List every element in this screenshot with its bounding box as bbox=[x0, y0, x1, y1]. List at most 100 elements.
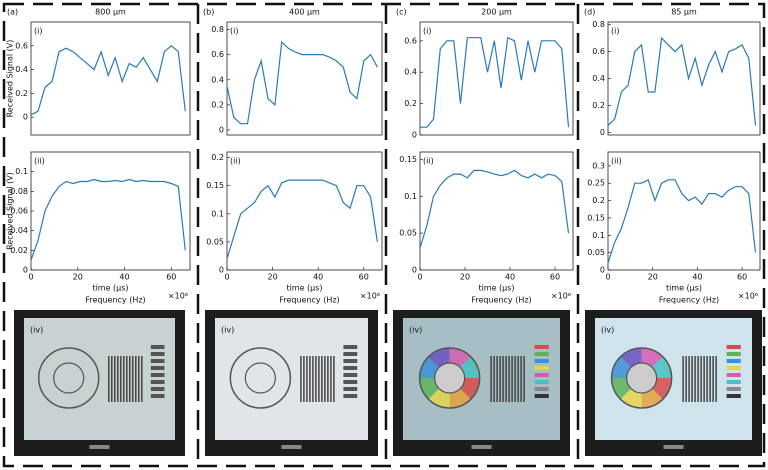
test-bar bbox=[697, 356, 699, 402]
test-bar bbox=[523, 356, 525, 402]
y-tick-label: 0 bbox=[600, 266, 605, 275]
test-stripe bbox=[534, 387, 549, 391]
test-stripe bbox=[343, 345, 358, 349]
y-tick-label: 0.4 bbox=[592, 74, 605, 83]
monitor-screen bbox=[24, 318, 175, 440]
test-bar bbox=[514, 356, 516, 402]
test-stripe bbox=[150, 366, 165, 370]
monitor-stand bbox=[89, 445, 110, 449]
test-bar bbox=[709, 356, 711, 402]
test-circle bbox=[610, 347, 673, 409]
x-tick-label: 40 bbox=[505, 273, 515, 282]
test-stripe bbox=[343, 387, 358, 391]
y-tick-label: 0 bbox=[600, 128, 605, 137]
test-bar bbox=[306, 356, 308, 402]
y-tick-label: 0.25 bbox=[587, 179, 605, 188]
freq-exponent: ×10⁶ bbox=[551, 292, 571, 301]
test-bar bbox=[309, 356, 311, 402]
test-stripe bbox=[343, 380, 358, 384]
x-tick-label: 20 bbox=[73, 273, 83, 282]
plot-frame bbox=[607, 21, 761, 136]
y-tick-label: 0.2 bbox=[404, 99, 417, 108]
test-bar bbox=[502, 356, 504, 402]
test-bar bbox=[499, 356, 501, 402]
y-tick-label: 0.4 bbox=[211, 75, 224, 84]
signal-line bbox=[30, 178, 186, 261]
x-tick-label: 60 bbox=[166, 273, 176, 282]
plot-frame bbox=[419, 21, 574, 136]
test-stripe bbox=[534, 373, 549, 377]
photo-label: (iv) bbox=[601, 326, 614, 335]
y-tick-label: 0.8 bbox=[592, 20, 605, 29]
test-bar bbox=[321, 356, 323, 402]
panel-label: (b) bbox=[203, 8, 214, 17]
test-bar bbox=[108, 356, 110, 402]
y-tick-label: 0.4 bbox=[404, 68, 417, 77]
test-bar bbox=[138, 356, 140, 402]
test-stripe bbox=[150, 380, 165, 384]
test-bar bbox=[129, 356, 131, 402]
test-stripe bbox=[343, 373, 358, 377]
x-tick-label: 0 bbox=[224, 273, 229, 282]
x-tick-label: 60 bbox=[737, 273, 747, 282]
x-tick-label: 0 bbox=[417, 273, 422, 282]
photo-label: (iv) bbox=[221, 326, 234, 335]
plot-frame bbox=[30, 21, 191, 136]
test-stripe bbox=[343, 394, 358, 398]
test-bar bbox=[126, 356, 128, 402]
x-axis-label: time (µs) bbox=[478, 284, 514, 293]
panel-label: (d) bbox=[584, 8, 595, 17]
y-tick-label: 0 bbox=[219, 266, 224, 275]
test-bar bbox=[688, 356, 690, 402]
y-tick-label: 0.06 bbox=[10, 207, 28, 216]
y-tick-label: 0.2 bbox=[211, 100, 224, 109]
x-tick-label: 40 bbox=[313, 273, 323, 282]
test-bar bbox=[496, 356, 498, 402]
monitor-stand bbox=[281, 445, 302, 449]
freq-label: Frequency (Hz) bbox=[659, 296, 719, 305]
x-tick-label: 20 bbox=[267, 273, 277, 282]
test-stripe bbox=[534, 394, 549, 398]
test-bar bbox=[330, 356, 332, 402]
y-tick-label: 0.05 bbox=[399, 229, 417, 238]
test-stripe bbox=[726, 345, 741, 349]
test-bar bbox=[517, 356, 519, 402]
monitor-stand bbox=[471, 445, 492, 449]
plot-frame bbox=[607, 151, 761, 271]
test-bar bbox=[333, 356, 335, 402]
y-tick-label: 0.04 bbox=[10, 226, 28, 235]
test-bar bbox=[318, 356, 320, 402]
y-axis-label: Received Signal (V) bbox=[6, 172, 15, 250]
x-axis-label: time (µs) bbox=[666, 284, 702, 293]
x-tick-label: 60 bbox=[359, 273, 369, 282]
test-stripe bbox=[150, 359, 165, 363]
x-axis-label: time (µs) bbox=[92, 284, 128, 293]
test-bar bbox=[706, 356, 708, 402]
test-stripe bbox=[726, 380, 741, 384]
test-bar bbox=[114, 356, 116, 402]
y-tick-label: 0.6 bbox=[404, 36, 417, 45]
test-circle bbox=[53, 362, 85, 394]
subplot-label: (i) bbox=[34, 27, 42, 36]
test-circle bbox=[434, 362, 466, 394]
y-tick-label: 0.2 bbox=[15, 89, 28, 98]
test-bar bbox=[511, 356, 513, 402]
test-bar bbox=[691, 356, 693, 402]
panel-title: 85 µm bbox=[671, 8, 697, 17]
x-tick-label: 60 bbox=[550, 273, 560, 282]
test-stripe bbox=[726, 359, 741, 363]
test-stripe bbox=[726, 394, 741, 398]
test-bar bbox=[111, 356, 113, 402]
test-stripe bbox=[150, 394, 165, 398]
test-bar bbox=[685, 356, 687, 402]
y-tick-label: 0.15 bbox=[587, 213, 605, 222]
photo-label: (iv) bbox=[409, 326, 422, 335]
test-bar bbox=[508, 356, 510, 402]
y-tick-label: 0.1 bbox=[211, 209, 224, 218]
y-tick-label: 0.05 bbox=[587, 248, 605, 257]
test-stripe bbox=[726, 387, 741, 391]
y-tick-label: 0.8 bbox=[211, 25, 224, 34]
y-tick-label: 0.6 bbox=[211, 50, 224, 59]
